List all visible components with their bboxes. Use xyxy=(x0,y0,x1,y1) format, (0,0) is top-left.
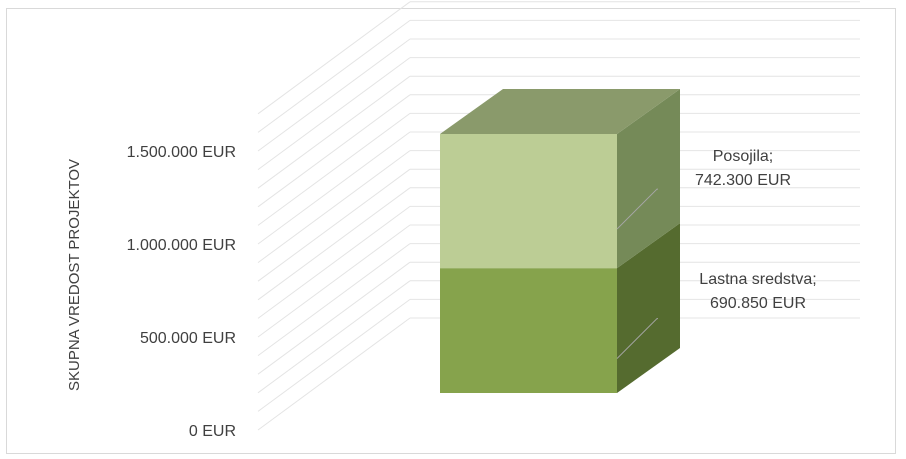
gridline-side xyxy=(257,57,411,171)
gridline-side xyxy=(257,94,411,208)
gridline-side xyxy=(257,261,411,375)
y-tick-labels: 0 EUR 500.000 EUR 1.000.000 EUR 1.500.000 E… xyxy=(127,144,236,440)
data-labels: Lastna sredstva; 690.850 EUR Posojila; 742.… xyxy=(616,148,817,359)
data-label-leader xyxy=(616,188,658,230)
y-tick-label: 500.000 EUR xyxy=(140,330,236,347)
gridline-side xyxy=(257,205,411,319)
gridline-side xyxy=(257,243,411,357)
gridline-side xyxy=(257,317,411,431)
bar-segment-front xyxy=(440,134,617,269)
y-tick-label: 1.000.000 EUR xyxy=(127,237,236,254)
gridline-side xyxy=(257,19,411,133)
gridline-side xyxy=(257,75,411,189)
y-tick-label: 1.500.000 EUR xyxy=(127,144,236,161)
gridline-side xyxy=(257,150,411,264)
bar-segment-side xyxy=(617,223,680,393)
bar-top-face xyxy=(440,89,680,134)
gridline-side xyxy=(257,38,411,152)
gridline-side xyxy=(257,112,411,226)
gridline-side xyxy=(257,224,411,338)
data-label: Posojila; xyxy=(713,148,773,165)
bar-segment-front xyxy=(440,268,617,393)
gridline-side xyxy=(257,187,411,301)
data-label: 690.850 EUR xyxy=(710,295,806,312)
gridline-side xyxy=(257,298,411,412)
gridline-side xyxy=(257,280,411,394)
bar-segment-side xyxy=(617,89,680,269)
y-axis-title: SKUPNA VREDOST PROJEKTOV xyxy=(66,159,83,391)
gridline-side xyxy=(257,131,411,245)
gridline-side xyxy=(257,168,411,282)
data-label-leader xyxy=(616,318,658,359)
bar-segments xyxy=(440,89,680,393)
gridline-side xyxy=(257,1,411,115)
y-tick-label: 0 EUR xyxy=(189,423,236,440)
data-label: 742.300 EUR xyxy=(695,172,791,189)
data-label: Lastna sredstva; xyxy=(699,271,816,288)
